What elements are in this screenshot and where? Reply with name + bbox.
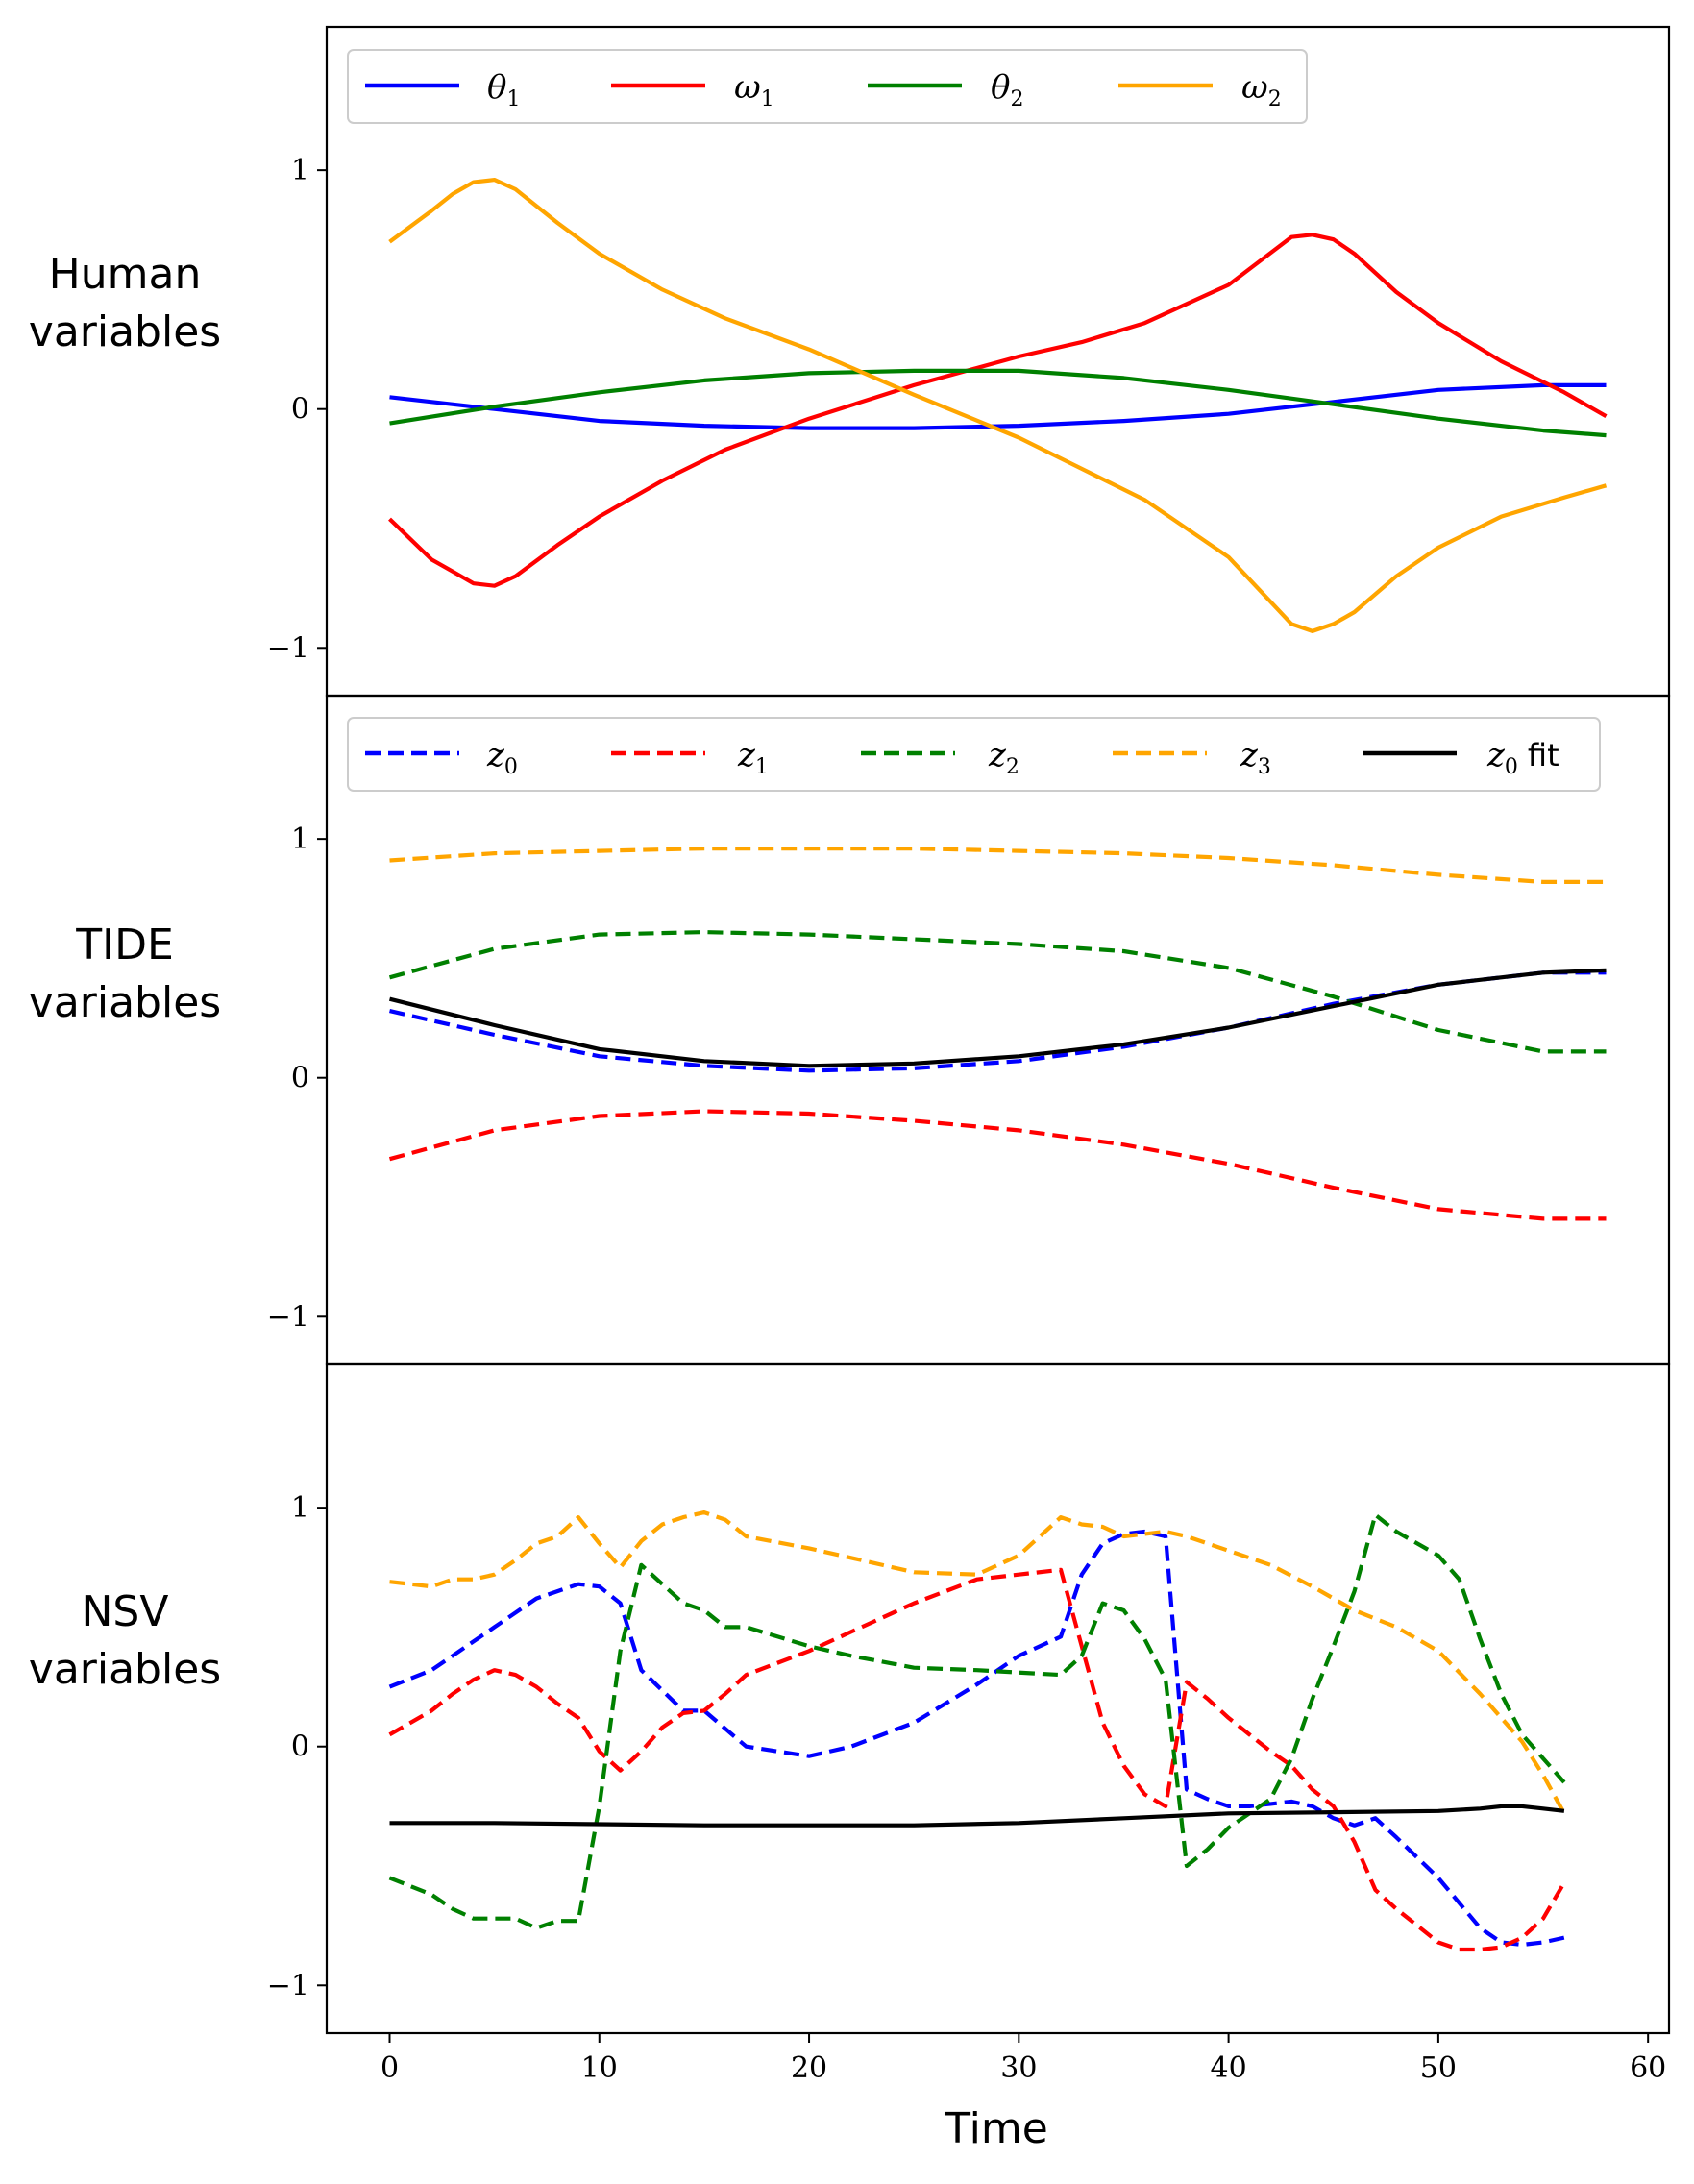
legend-entry-z2: z2 <box>861 736 1019 779</box>
y-tick-label: 0 <box>291 1062 309 1095</box>
legend-label-z1: z1 <box>737 736 769 779</box>
nsv-axes-frame <box>325 1362 1671 2035</box>
x-axis: 0 10 20 30 40 50 60 <box>381 2033 1666 2085</box>
panel-human: Human variables 1 0 −1 θ1 ω1 θ2 ω2 <box>29 25 1671 698</box>
human-legend-box <box>347 49 1308 124</box>
series-line-z1 <box>388 1109 1607 1221</box>
human-legend: θ1 ω1 θ2 ω2 <box>347 49 1308 124</box>
tide-legend: z0 z1 z2 z3 z0 fit <box>347 717 1601 792</box>
tide-ylabel-line2: variables <box>29 978 221 1027</box>
legend-entry-omega1: ω1 <box>611 68 774 111</box>
human-yticks: 1 0 −1 <box>267 154 327 665</box>
series-line-z2 <box>388 1512 1566 1930</box>
series-line-theta2 <box>389 368 1607 438</box>
y-tick-label: 0 <box>291 1730 309 1764</box>
human-ylabel: Human variables <box>29 250 221 356</box>
tide-ylabel: TIDE variables <box>29 920 221 1027</box>
x-tick-label: 20 <box>791 2051 827 2085</box>
series-line-z0-fit <box>388 968 1607 1068</box>
legend-label-z0-fit: z0 fit <box>1486 736 1559 779</box>
legend-label-z2: z2 <box>988 736 1019 779</box>
nsv-ylabel-line2: variables <box>29 1645 221 1694</box>
series-line-theta1 <box>389 382 1607 430</box>
y-tick-label: 1 <box>291 1491 309 1525</box>
legend-entry-z1: z1 <box>611 736 769 779</box>
legend-label-theta2: θ2 <box>991 68 1023 111</box>
legend-entry-theta1: θ1 <box>365 68 520 111</box>
series-line-z2 <box>388 929 1607 1054</box>
nsv-series <box>388 1509 1566 1952</box>
series-line-omega2 <box>388 178 1608 634</box>
x-tick-label: 30 <box>1000 2051 1037 2085</box>
series-line-z0 <box>388 1529 1565 1948</box>
tide-series <box>388 846 1607 1221</box>
series-line-z3 <box>389 1509 1566 1815</box>
legend-label-omega2: ω2 <box>1241 68 1282 111</box>
panel-nsv: NSV variables 1 0 −1 <box>29 1362 1671 2035</box>
legend-entry-z0-fit: z0 fit <box>1363 736 1559 779</box>
y-tick-label: −1 <box>267 1969 309 2002</box>
x-tick-label: 0 <box>381 2051 399 2085</box>
x-tick-label: 10 <box>581 2051 618 2085</box>
tide-ylabel-line1: TIDE <box>75 920 174 969</box>
legend-entry-omega2: ω2 <box>1118 68 1282 111</box>
series-line-omega1 <box>388 233 1608 588</box>
tide-legend-box <box>347 717 1601 792</box>
legend-label-omega1: ω1 <box>734 68 774 111</box>
y-tick-label: 1 <box>291 822 309 856</box>
y-tick-label: −1 <box>267 631 309 665</box>
y-tick-label: −1 <box>267 1300 309 1334</box>
series-line-z3 <box>389 846 1607 885</box>
human-ylabel-line1: Human <box>49 250 202 299</box>
legend-entry-theta2: θ2 <box>868 68 1023 111</box>
panel-tide: TIDE variables 1 0 −1 z0 z1 z2 z3 <box>29 694 1671 1366</box>
y-tick-label: 0 <box>291 393 309 427</box>
legend-entry-z3: z3 <box>1113 736 1271 779</box>
nsv-ylabel: NSV variables <box>29 1587 221 1694</box>
human-ylabel-line2: variables <box>29 307 221 356</box>
legend-label-theta1: θ1 <box>487 68 520 111</box>
x-tick-label: 60 <box>1630 2051 1666 2085</box>
x-axis-label: Time <box>944 2104 1048 2153</box>
series-line-z1 <box>388 1567 1566 1952</box>
nsv-yticks: 1 0 −1 <box>267 1491 327 2002</box>
x-tick-label: 50 <box>1420 2051 1457 2085</box>
legend-label-z0: z0 <box>486 736 518 779</box>
y-tick-label: 1 <box>291 154 309 187</box>
x-tick-label: 40 <box>1211 2051 1247 2085</box>
tide-yticks: 1 0 −1 <box>267 822 327 1334</box>
series-line-z0-fit <box>389 1804 1565 1828</box>
nsv-ylabel-line1: NSV <box>82 1587 169 1636</box>
human-series <box>388 178 1608 634</box>
legend-entry-z0: z0 <box>365 736 518 779</box>
legend-label-z3: z3 <box>1240 736 1271 779</box>
